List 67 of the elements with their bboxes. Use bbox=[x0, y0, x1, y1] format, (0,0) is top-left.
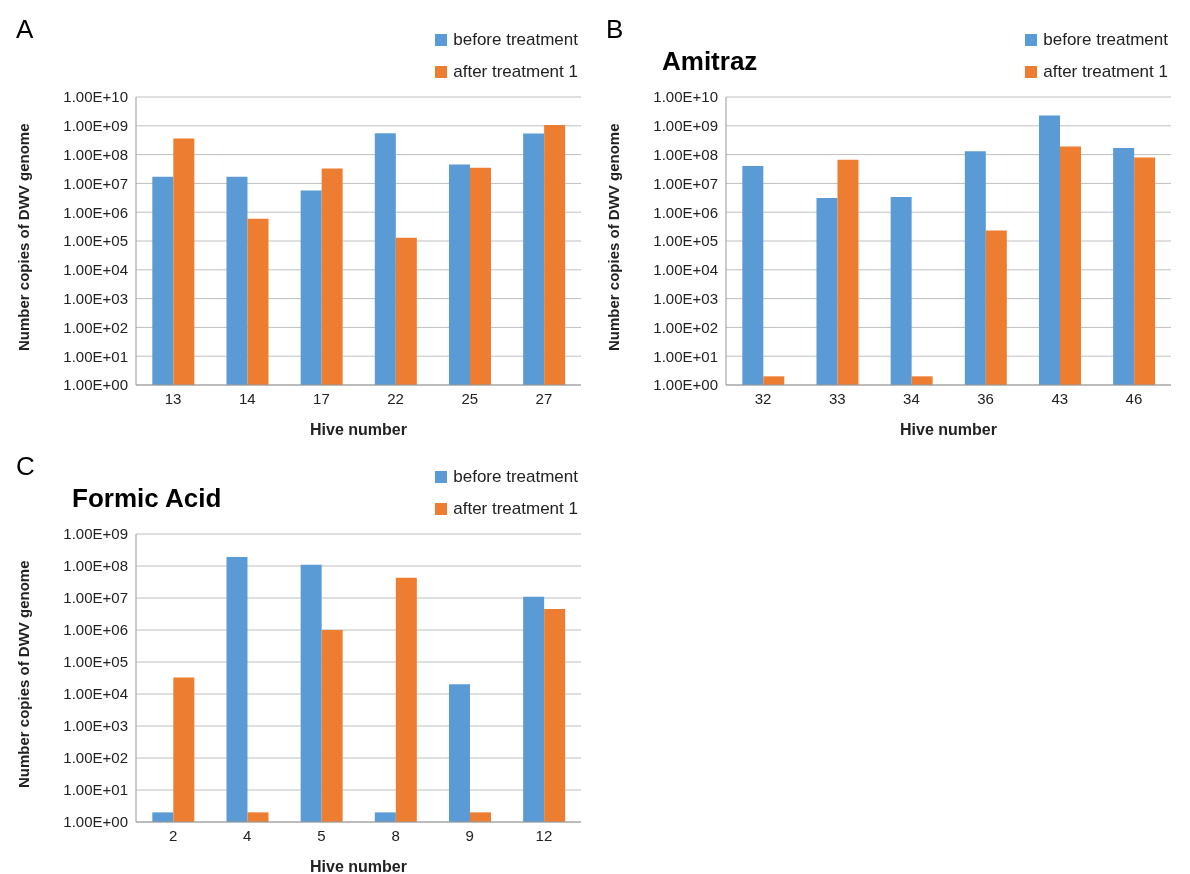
y-tick-label: 1.00E+02 bbox=[63, 318, 128, 336]
y-tick-label: 1.00E+10 bbox=[653, 88, 718, 106]
y-tick-label: 1.00E+08 bbox=[63, 145, 128, 163]
y-tick-label: 1.00E+01 bbox=[63, 347, 128, 365]
x-axis-title: Hive number bbox=[900, 421, 997, 438]
x-tick-label: 33 bbox=[828, 389, 846, 407]
y-tick-label: 1.00E+01 bbox=[653, 347, 718, 365]
y-axis-title: Number copies of DWV genome bbox=[605, 123, 623, 351]
x-tick-label: 2 bbox=[168, 826, 178, 844]
x-tick-label: 14 bbox=[238, 389, 256, 407]
y-tick-label: 1.00E+01 bbox=[63, 781, 128, 799]
y-tick-label: 1.00E+05 bbox=[63, 653, 128, 671]
text: B bbox=[606, 14, 624, 45]
y-tick-label: 1.00E+09 bbox=[63, 117, 128, 135]
y-tick-label: 1.00E+07 bbox=[63, 174, 128, 192]
y-tick-label: 1.00E+02 bbox=[653, 318, 718, 336]
x-tick-label: 34 bbox=[903, 389, 920, 407]
legend-label: before treatment bbox=[1043, 30, 1168, 50]
legend-label: before treatment bbox=[453, 467, 578, 487]
chart-title: Amitraz bbox=[662, 46, 758, 77]
y-tick-label: 1.00E+02 bbox=[63, 749, 128, 767]
y-tick-label: 1.00E+04 bbox=[63, 685, 128, 703]
y-tick-label: 1.00E+04 bbox=[63, 261, 128, 279]
x-tick-label: 8 bbox=[391, 826, 400, 844]
y-tick-label: 1.00E+06 bbox=[653, 203, 718, 221]
x-axis-title: Hive number bbox=[310, 858, 407, 874]
x-tick-label: 46 bbox=[1125, 389, 1143, 407]
x-tick-label: 4 bbox=[243, 826, 252, 844]
y-tick-label: 1.00E+08 bbox=[653, 145, 718, 163]
y-axis-title: Number copies of DWV genome bbox=[15, 560, 33, 788]
text: C bbox=[16, 451, 35, 482]
y-tick-label: 1.00E+07 bbox=[653, 174, 718, 192]
y-tick-label: 1.00E+08 bbox=[63, 557, 128, 575]
y-tick-label: 1.00E+10 bbox=[63, 88, 128, 106]
y-tick-label: 1.00E+09 bbox=[63, 525, 128, 543]
x-tick-label: 13 bbox=[164, 389, 182, 407]
y-tick-label: 1.00E+04 bbox=[653, 261, 718, 279]
legend-label: after treatment 1 bbox=[453, 62, 578, 82]
x-tick-label: 32 bbox=[754, 389, 772, 407]
legend-label: after treatment 1 bbox=[1043, 62, 1168, 82]
y-tick-label: 1.00E+00 bbox=[63, 813, 128, 831]
y-tick-label: 1.00E+05 bbox=[63, 232, 128, 250]
y-tick-label: 1.00E+06 bbox=[63, 203, 128, 221]
x-tick-label: 36 bbox=[977, 389, 994, 407]
y-tick-label: 1.00E+03 bbox=[653, 289, 718, 307]
legend-label: before treatment bbox=[453, 30, 578, 50]
x-tick-label: 25 bbox=[461, 389, 479, 407]
x-tick-label: 12 bbox=[535, 826, 553, 844]
text: A bbox=[16, 14, 34, 45]
y-tick-label: 1.00E+06 bbox=[63, 621, 128, 639]
y-tick-label: 1.00E+05 bbox=[653, 232, 718, 250]
y-tick-label: 1.00E+00 bbox=[653, 376, 718, 394]
x-tick-label: 22 bbox=[387, 389, 404, 407]
y-tick-label: 1.00E+07 bbox=[63, 589, 128, 607]
y-axis-title: Number copies of DWV genome bbox=[15, 123, 33, 351]
legend-label: after treatment 1 bbox=[453, 499, 578, 519]
x-axis-title: Hive number bbox=[310, 421, 407, 438]
y-tick-label: 1.00E+09 bbox=[653, 117, 718, 135]
y-tick-label: 1.00E+00 bbox=[63, 376, 128, 394]
y-tick-label: 1.00E+03 bbox=[63, 717, 128, 735]
x-tick-label: 17 bbox=[313, 389, 330, 407]
y-tick-label: 1.00E+03 bbox=[63, 289, 128, 307]
chart-title: Formic Acid bbox=[72, 483, 222, 514]
x-tick-label: 9 bbox=[465, 826, 474, 844]
x-tick-label: 27 bbox=[535, 389, 553, 407]
x-tick-label: 5 bbox=[317, 826, 326, 844]
x-tick-label: 43 bbox=[1051, 389, 1069, 407]
